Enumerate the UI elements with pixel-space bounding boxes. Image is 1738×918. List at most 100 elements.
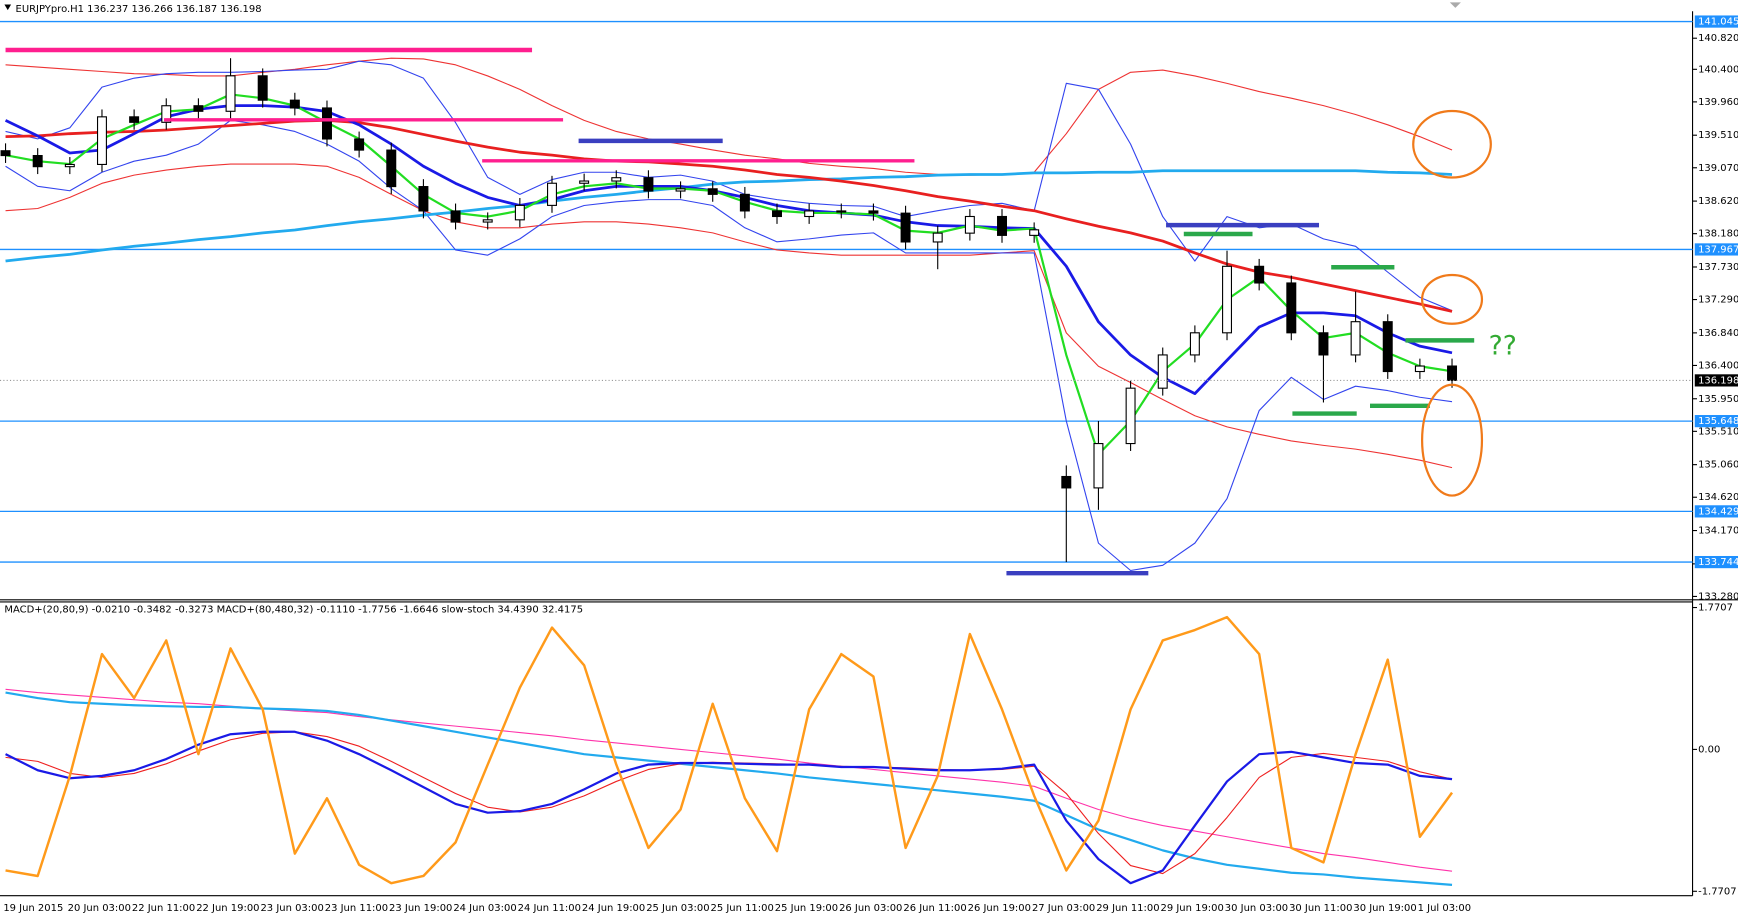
x-tick-label: 22 Jun 11:00 (132, 903, 195, 914)
level-label: 134.429 (1698, 506, 1738, 517)
candle-body (1093, 443, 1104, 489)
candle-body (1061, 475, 1072, 489)
y-tick-label: 135.950 (1698, 394, 1738, 405)
candle-body (1189, 332, 1200, 356)
y-tick-label: 138.180 (1698, 229, 1738, 240)
candle-body (579, 180, 590, 184)
level-label-box (1694, 505, 1738, 518)
x-tick-label: 30 Jun 03:00 (1225, 903, 1288, 914)
x-tick-label: 19 Jun 2015 (3, 903, 63, 914)
indicator-title: MACD+(20,80,9) -0.0210 -0.3482 -0.3273 M… (4, 605, 583, 616)
candle-body (772, 210, 782, 218)
candle-body (225, 75, 236, 112)
annotation-text: ?? (1489, 331, 1517, 362)
candle-body (900, 212, 911, 243)
candle-body (386, 149, 397, 188)
level-label-box (1694, 415, 1738, 428)
candle-body (611, 177, 622, 182)
overlay-line (5, 119, 1453, 572)
y-tick-label: 139.510 (1698, 130, 1738, 141)
candle-body (354, 138, 365, 151)
y-tick-label: 135.060 (1698, 460, 1738, 471)
plot: 140.820 140.400 139.960 139.510 139.070 138.6… (0, 15, 1738, 914)
indicator-line (5, 730, 1453, 885)
x-tick-label: 29 Jun 19:00 (1161, 903, 1224, 914)
candle-body (64, 163, 75, 168)
candle-body (932, 232, 943, 243)
x-tick-label: 27 Jun 03:00 (1032, 903, 1095, 914)
indicator-line (5, 691, 1453, 886)
y-tick-label: 140.400 (1698, 64, 1738, 75)
x-tick-label: 23 Jun 03:00 (260, 903, 323, 914)
candle-body (32, 155, 43, 168)
y-tick-label: 140.820 (1698, 33, 1738, 44)
overlay-line (5, 60, 1453, 312)
candle-body (1350, 321, 1361, 356)
x-tick-label: 25 Jun 03:00 (646, 903, 709, 914)
overlay-line (5, 93, 1453, 456)
annotations: ?? (5, 47, 1517, 576)
y-tick-label: 139.960 (1698, 97, 1738, 108)
overlay-line (5, 118, 1453, 313)
x-tick-label: 25 Jun 19:00 (775, 903, 838, 914)
shift-marker (1449, 2, 1461, 8)
menu-arrow[interactable] (4, 4, 12, 11)
overlay-line (5, 163, 1453, 469)
candle-body (289, 99, 300, 109)
candle-body (321, 107, 332, 140)
candle-body (868, 210, 879, 214)
candle-body (0, 150, 11, 157)
last-price-label: 136.198 (1698, 375, 1738, 386)
candle-body (1029, 229, 1040, 236)
x-tick-label: 30 Jun 11:00 (1289, 903, 1352, 914)
y-tick-label: 137.290 (1698, 295, 1738, 306)
candle-body (707, 188, 718, 195)
candle-body (739, 193, 750, 212)
chart-title: EURJPYpro.H1 136.237 136.266 136.187 136… (16, 4, 262, 15)
candle-body (1318, 332, 1329, 356)
y-tick-label: 139.070 (1698, 163, 1738, 174)
overlay-line (5, 169, 1453, 263)
drawn-ellipse (1420, 273, 1484, 325)
y-tick-label: 133.280 (1698, 591, 1738, 602)
candle-body (418, 186, 429, 212)
candle-body (643, 177, 654, 192)
candle-body (997, 215, 1007, 236)
x-tick-label: 20 Jun 03:00 (68, 903, 131, 914)
y-tick-label: 134.170 (1698, 526, 1738, 537)
y-tick-label: 135.510 (1698, 426, 1738, 437)
candle-body (161, 105, 172, 123)
y-tick-label: 138.620 (1698, 196, 1738, 207)
candle-body (129, 116, 140, 123)
candle-body (547, 182, 557, 206)
indicator-line (5, 615, 1454, 885)
last-price-box (1694, 374, 1738, 387)
level-label-box (1694, 15, 1738, 28)
y-tick-label: -1.7707 (1698, 886, 1736, 897)
y-tick-label: 136.840 (1698, 328, 1738, 339)
candle-body (450, 210, 461, 223)
level-label: 141.045 (1698, 17, 1738, 28)
candle-body (1382, 321, 1393, 373)
level-label-box (1694, 243, 1738, 256)
candle-body (1254, 265, 1265, 284)
x-tick-label: 25 Jun 11:00 (710, 903, 773, 914)
x-tick-label: 23 Jun 19:00 (389, 903, 452, 914)
candle-body (1125, 387, 1136, 445)
candle-body (1447, 365, 1458, 381)
overlay-line (4, 104, 1453, 395)
x-tick-label: 1 Jul 03:00 (1418, 903, 1471, 914)
y-tick-label: 134.620 (1698, 492, 1738, 503)
candle-body (964, 215, 975, 234)
x-tick-label: 26 Jun 03:00 (839, 903, 902, 914)
drawn-ellipse (1420, 383, 1484, 497)
x-tick-label: 26 Jun 19:00 (968, 903, 1031, 914)
y-tick-label: 1.7707 (1698, 603, 1733, 614)
candle-body (804, 210, 815, 218)
x-tick-label: 24 Jun 11:00 (518, 903, 581, 914)
y-tick-label: 136.400 (1698, 360, 1738, 371)
x-tick-label: 30 Jun 19:00 (1353, 903, 1416, 914)
